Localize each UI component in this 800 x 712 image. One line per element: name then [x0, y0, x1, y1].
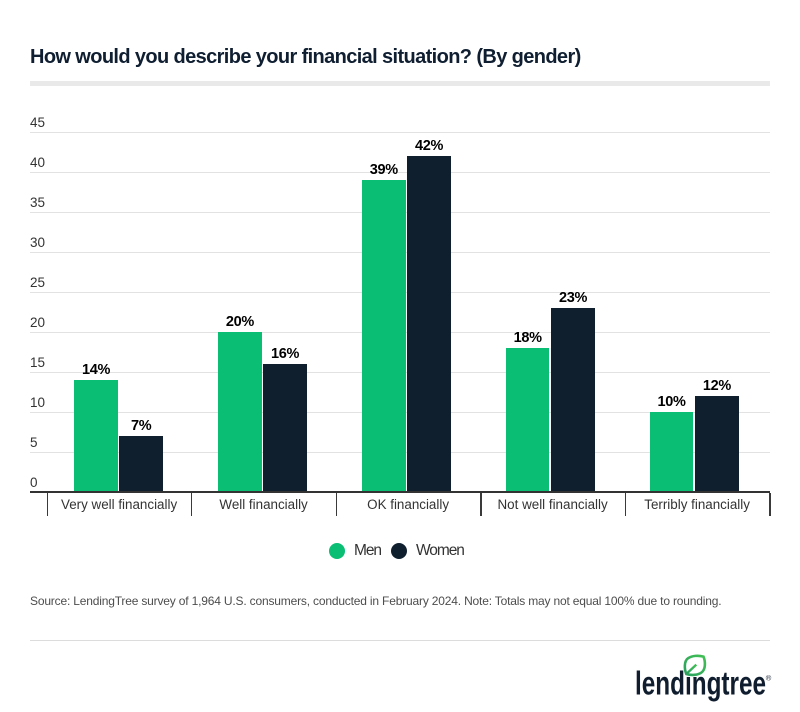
svg-text:®: ®	[766, 674, 772, 683]
